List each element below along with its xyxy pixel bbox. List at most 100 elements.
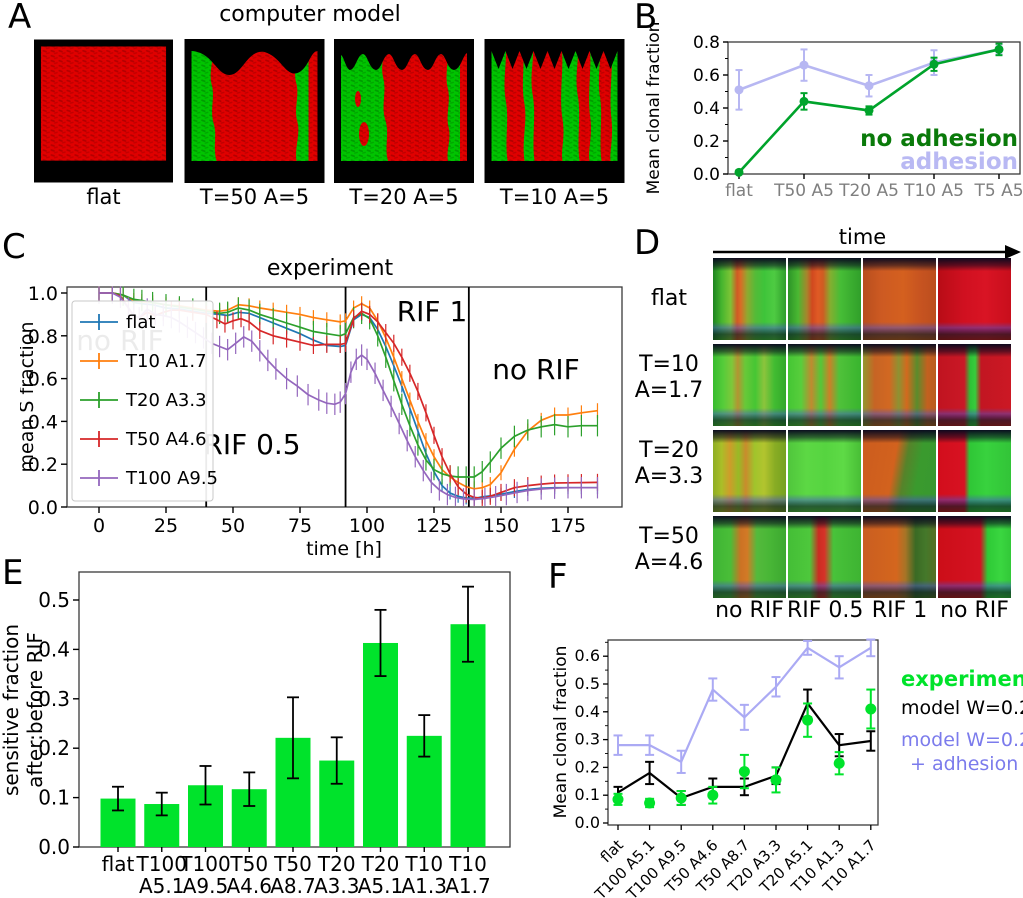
svg-text:time [h]: time [h]: [306, 538, 382, 560]
svg-text:T100 A9.5: T100 A9.5: [125, 468, 218, 489]
svg-text:0.0: 0.0: [693, 165, 720, 185]
panel-b-letter: B: [634, 0, 658, 37]
svg-text:125: 125: [416, 515, 452, 537]
svg-text:0.8: 0.8: [693, 33, 720, 53]
panel-a-letter: A: [8, 0, 32, 37]
svg-text:T20 A3.3: T20 A3.3: [125, 390, 207, 411]
svg-text:flat: flat: [126, 312, 155, 333]
svg-text:0.6: 0.6: [693, 66, 720, 86]
svg-text:0.4: 0.4: [575, 702, 600, 721]
microscopy-image-t50-rif05: [788, 516, 861, 598]
svg-text:A1.3: A1.3: [402, 874, 448, 898]
svg-text:0.5: 0.5: [575, 674, 600, 693]
image-label-t50-a5: T=50 A=5: [199, 185, 310, 209]
panel-c-letter: C: [2, 227, 26, 267]
time-axis-label: time: [838, 225, 887, 249]
svg-text:0.6: 0.6: [575, 646, 600, 665]
row-label-t10: T=10 A=1.7: [634, 352, 704, 403]
svg-text:0.2: 0.2: [693, 132, 720, 152]
microscopy-image-flat-norif1: [713, 258, 786, 340]
microscopy-image-t20-norif1: [713, 430, 786, 512]
microscopy-image-t20-rif05: [788, 430, 861, 512]
svg-text:A5.1: A5.1: [139, 874, 185, 898]
simulation-image-t20-a5: [334, 39, 474, 183]
svg-text:T10: T10: [448, 852, 487, 876]
svg-text:mean S fraction: mean S fraction: [20, 321, 38, 472]
svg-text:sensitive fraction: sensitive fraction: [0, 624, 23, 796]
svg-text:experiment: experiment: [901, 667, 1023, 691]
row-label-t50: T=50 A=4.6: [634, 524, 704, 575]
svg-text:75: 75: [288, 515, 312, 537]
svg-text:0.0: 0.0: [575, 813, 600, 832]
svg-text:0.3: 0.3: [575, 730, 600, 749]
chart-experiment-timecourse: experiment 0 25 50 75 100 125 150 175 0.0 0.2 0.4 0.…: [20, 256, 623, 560]
row-label-t20: T=20 A=3.3: [634, 438, 704, 489]
svg-text:Mean clonal fraction: Mean clonal fraction: [645, 22, 664, 195]
svg-text:0.2: 0.2: [38, 736, 70, 760]
svg-text:+ adhesion: + adhesion: [910, 753, 1018, 775]
panel-e-letter: E: [2, 553, 24, 593]
svg-text:RIF 0.5: RIF 0.5: [203, 428, 300, 461]
svg-text:T100: T100: [179, 852, 230, 876]
microscopy-image-flat-rif1: [863, 258, 936, 340]
microscopy-image-t10-norif1: [713, 344, 786, 426]
svg-text:flat: flat: [725, 181, 753, 201]
col-label-norif2: no RIF: [940, 598, 1009, 623]
svg-text:0.2: 0.2: [575, 757, 600, 776]
svg-text:T10 A5: T10 A5: [903, 181, 964, 201]
col-label-rif05: RIF 0.5: [787, 598, 864, 623]
svg-text:0.1: 0.1: [575, 785, 600, 804]
svg-text:T100: T100: [136, 852, 187, 876]
svg-text:A3.3: A3.3: [314, 874, 360, 898]
svg-text:A4.6: A4.6: [227, 874, 273, 898]
simulation-image-t10-a5: [484, 39, 625, 183]
svg-text:T20 A5: T20 A5: [838, 181, 899, 201]
svg-text:0.8: 0.8: [28, 326, 58, 348]
svg-text:1.0: 1.0: [28, 283, 58, 305]
svg-text:T5 A5: T5 A5: [973, 181, 1023, 201]
time-arrow-icon: [713, 245, 1021, 259]
panel-a-title: computer model: [219, 2, 401, 27]
svg-text:0.4: 0.4: [28, 411, 58, 433]
microscopy-grid: [713, 258, 1011, 598]
microscopy-image-t50-rif1: [863, 516, 936, 598]
svg-text:150: 150: [483, 515, 519, 537]
svg-text:100: 100: [349, 515, 385, 537]
svg-text:A1.7: A1.7: [445, 874, 491, 898]
svg-text:0.0: 0.0: [28, 497, 58, 519]
svg-text:0.6: 0.6: [28, 369, 58, 391]
svg-text:0.4: 0.4: [693, 99, 720, 119]
svg-text:T50: T50: [273, 852, 312, 876]
svg-text:adhesion: adhesion: [900, 149, 1018, 175]
microscopy-image-t50-norif2: [938, 516, 1011, 598]
svg-text:T50 A5: T50 A5: [773, 181, 834, 201]
svg-text:0.3: 0.3: [38, 687, 70, 711]
microscopy-image-t10-rif05: [788, 344, 861, 426]
svg-text:T50: T50: [229, 852, 268, 876]
svg-text:0: 0: [93, 515, 105, 537]
panel-d-letter: D: [634, 223, 661, 263]
chart-mean-clonal-fraction-model: 0.0 0.2 0.4 0.6 0.8 flat T50 A5 T20 A5 T10 A5 T5 …: [645, 22, 1023, 201]
svg-text:no RIF: no RIF: [492, 353, 580, 386]
svg-text:0.0: 0.0: [38, 835, 70, 859]
col-label-norif1: no RIF: [715, 598, 784, 623]
svg-text:T20: T20: [317, 852, 356, 876]
svg-text:T10 A1.7: T10 A1.7: [125, 351, 207, 372]
panel-f-letter: F: [548, 557, 568, 597]
microscopy-image-flat-norif2: [938, 258, 1011, 340]
simulation-image-t50-a5: [184, 39, 325, 183]
image-label-t10-a5: T=10 A=5: [499, 185, 610, 209]
microscopy-image-flat-rif05: [788, 258, 861, 340]
svg-text:175: 175: [550, 515, 586, 537]
svg-text:experiment: experiment: [267, 256, 394, 281]
col-label-rif1: RIF 1: [871, 598, 928, 623]
microscopy-image-t50-norif1: [713, 516, 786, 598]
image-label-flat: flat: [86, 185, 121, 209]
svg-text:T10: T10: [404, 852, 443, 876]
row-label-flat: flat: [651, 286, 687, 311]
svg-text:model W=0.2: model W=0.2: [901, 697, 1023, 719]
svg-text:no adhesion: no adhesion: [860, 126, 1018, 152]
svg-text:0.1: 0.1: [38, 786, 70, 810]
svg-text:Mean clonal fraction: Mean clonal fraction: [551, 646, 571, 819]
